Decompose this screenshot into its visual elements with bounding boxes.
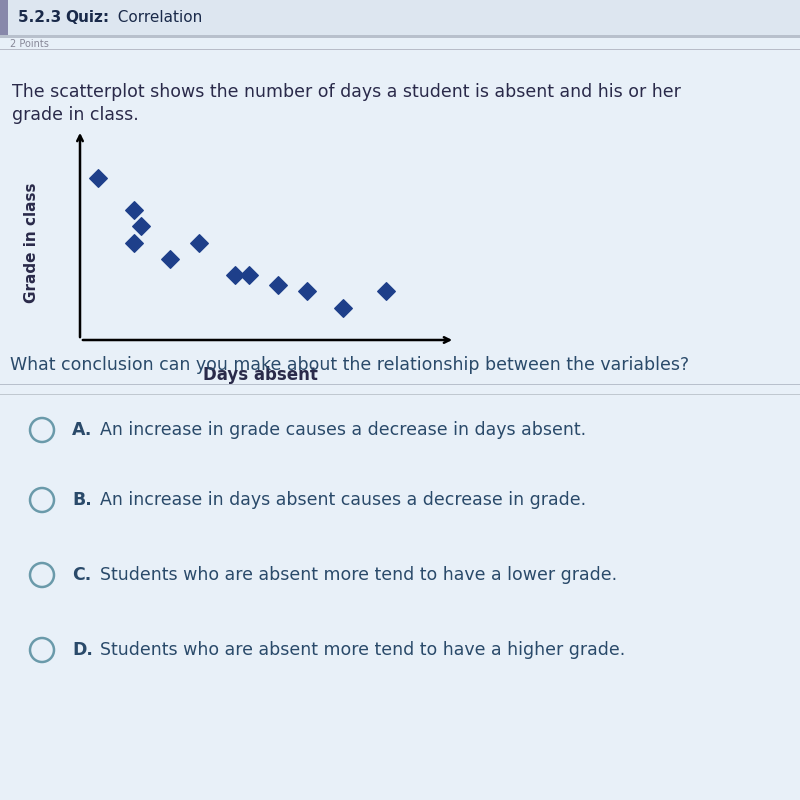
Text: A.: A.	[72, 421, 92, 439]
Point	[272, 278, 285, 291]
Text: Students who are absent more tend to have a lower grade.: Students who are absent more tend to hav…	[100, 566, 617, 584]
Point	[243, 269, 256, 282]
Point	[301, 285, 314, 298]
Point	[229, 269, 242, 282]
Text: An increase in grade causes a decrease in days absent.: An increase in grade causes a decrease i…	[100, 421, 586, 439]
Text: 5.2.3: 5.2.3	[18, 10, 72, 26]
Text: Students who are absent more tend to have a higher grade.: Students who are absent more tend to hav…	[100, 641, 626, 659]
Point	[91, 171, 104, 184]
Point	[337, 301, 350, 314]
Point	[128, 203, 141, 216]
Text: What conclusion can you make about the relationship between the variables?: What conclusion can you make about the r…	[10, 356, 689, 374]
Text: An increase in days absent causes a decrease in grade.: An increase in days absent causes a decr…	[100, 491, 586, 509]
Point	[379, 285, 392, 298]
Text: 2 Points: 2 Points	[10, 39, 49, 49]
Bar	[0, 0, 8, 35]
Text: B.: B.	[72, 491, 92, 509]
Point	[134, 220, 147, 233]
Text: grade in class.: grade in class.	[12, 106, 138, 124]
Point	[192, 236, 205, 249]
Bar	[0, 394, 800, 395]
Text: Days absent: Days absent	[202, 366, 318, 384]
Bar	[0, 383, 800, 385]
Text: C.: C.	[72, 566, 91, 584]
Text: Quiz:: Quiz:	[65, 10, 109, 26]
Text: D.: D.	[72, 641, 93, 659]
Point	[128, 236, 141, 249]
Text: The scatterplot shows the number of days a student is absent and his or her: The scatterplot shows the number of days…	[12, 83, 681, 101]
Point	[163, 252, 176, 265]
Text: Grade in class: Grade in class	[25, 182, 39, 302]
Bar	[0, 35, 800, 38]
Bar	[0, 0, 800, 35]
Bar	[0, 49, 800, 50]
Text: Correlation: Correlation	[108, 10, 202, 26]
